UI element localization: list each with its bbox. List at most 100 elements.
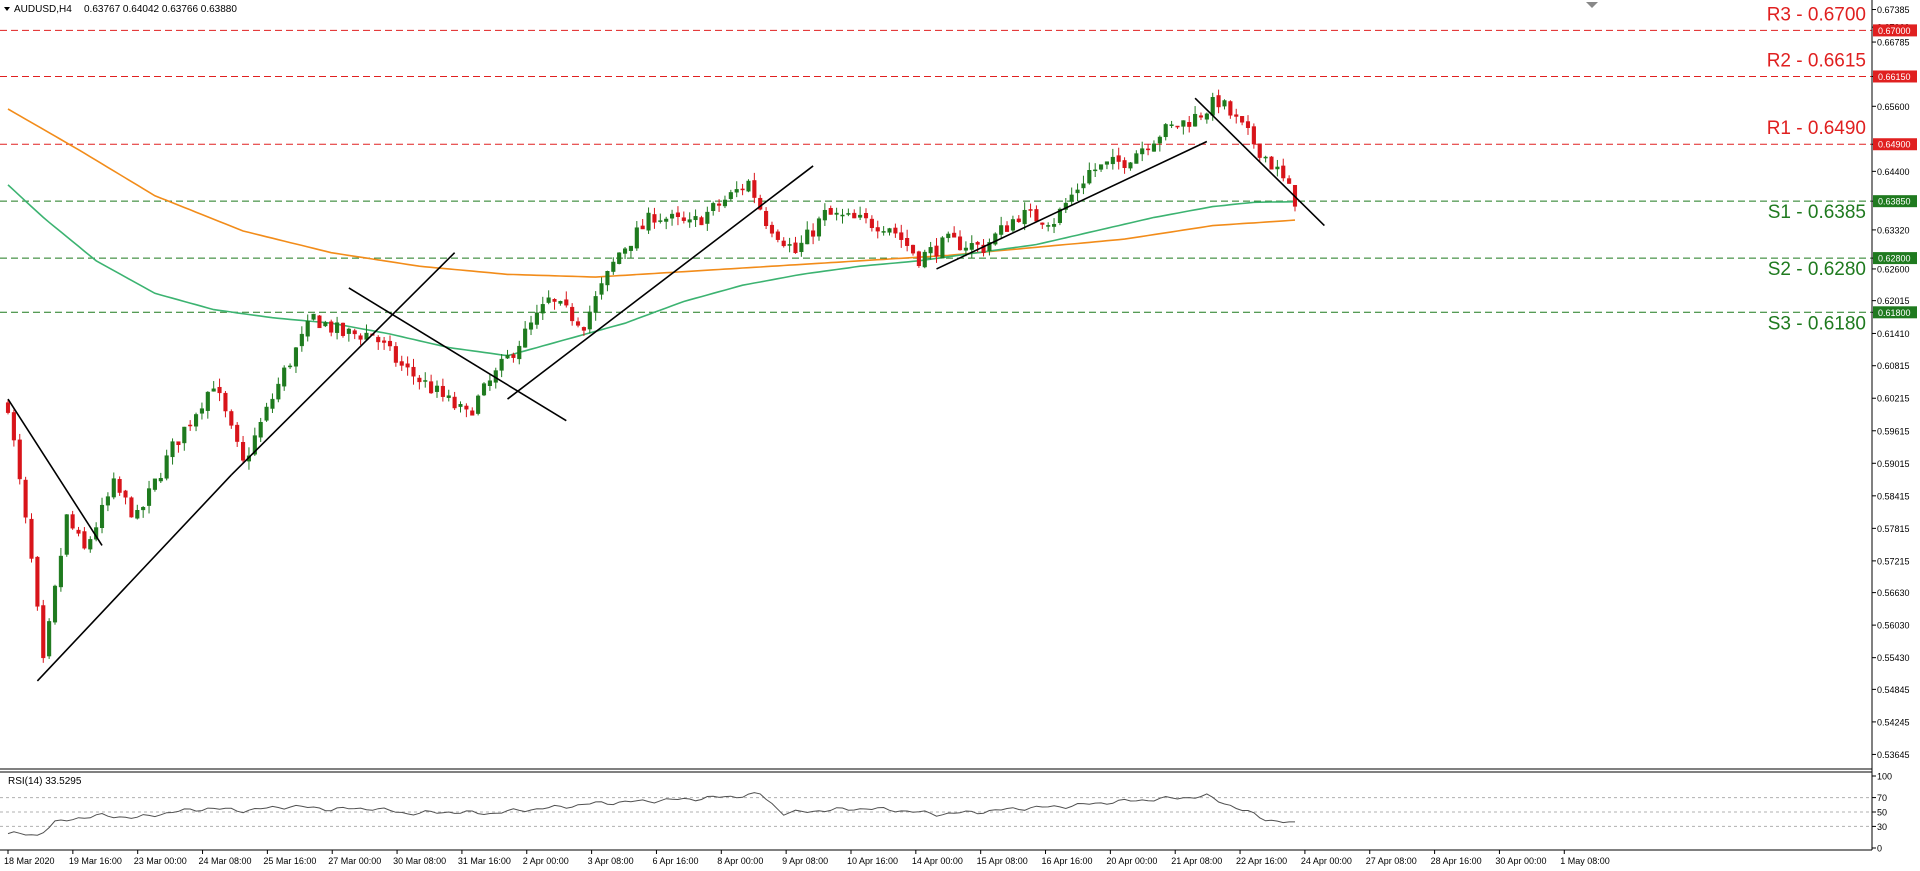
- candle-body-114: [675, 212, 680, 218]
- candle-body-16: [99, 504, 105, 528]
- time-tick-label-13: 10 Apr 16:00: [847, 856, 898, 866]
- candle-body-8: [52, 585, 58, 623]
- level-badge-text-5: 0.61800: [1878, 308, 1911, 318]
- candle-body-141: [834, 212, 839, 215]
- candle-body-72: [429, 381, 434, 394]
- candle-body-155: [916, 251, 921, 267]
- candle-body-197: [1163, 124, 1168, 138]
- candle-body-51: [305, 320, 310, 337]
- candle-body-18: [111, 478, 116, 498]
- candle-body-74: [440, 385, 445, 397]
- candle-body-77: [458, 404, 463, 407]
- time-tick-label-17: 20 Apr 00:00: [1106, 856, 1157, 866]
- candle-body-157: [928, 247, 933, 254]
- candle-body-43: [258, 421, 263, 438]
- candle-body-69: [411, 366, 416, 377]
- candle-body-63: [376, 336, 381, 343]
- trendline-1: [36, 474, 232, 682]
- level-label-0: R3 - 0.6700: [1767, 4, 1866, 25]
- candle-body-11: [70, 514, 75, 529]
- rsi-tick-label-2: 50: [1877, 808, 1887, 818]
- candle-body-29: [176, 441, 181, 446]
- candle-body-212: [1251, 126, 1256, 145]
- level-badge-2: [1873, 138, 1917, 151]
- candle-body-205: [1210, 97, 1215, 116]
- candle-body-119: [705, 211, 710, 224]
- candle-body-183: [1081, 183, 1086, 189]
- candle-body-215: [1269, 156, 1274, 170]
- candle-body-130: [769, 224, 775, 234]
- candle-body-135: [799, 242, 804, 253]
- candle-body-70: [417, 377, 422, 383]
- candle-body-187: [1104, 161, 1109, 165]
- candle-body-188: [1110, 156, 1115, 165]
- candle-body-159: [940, 237, 945, 259]
- level-badge-text-1: 0.66150: [1878, 72, 1911, 82]
- moving-averages: [7, 108, 1296, 357]
- time-tick-label-16: 16 Apr 16:00: [1042, 856, 1093, 866]
- price-tick-label-17: 0.59015: [1877, 459, 1910, 469]
- candle-body-161: [952, 232, 957, 238]
- candle-body-204: [1204, 113, 1209, 120]
- time-tick-label-18: 21 Apr 08:00: [1171, 856, 1222, 866]
- rsi-tick-label-1: 70: [1877, 793, 1887, 803]
- candle-body-45: [270, 398, 275, 409]
- candle-body-107: [634, 227, 639, 249]
- candle-body-211: [1245, 121, 1251, 128]
- candle-body-67: [399, 361, 404, 366]
- candle-body-49: [293, 347, 299, 367]
- candle-body-42: [252, 435, 257, 455]
- ohlc-readout: 0.63767 0.64042 0.63766 0.63880: [84, 4, 237, 15]
- time-tick-label-14: 14 Apr 00:00: [912, 856, 963, 866]
- level-label-1: R2 - 0.6615: [1767, 50, 1866, 71]
- candle-body-218: [1287, 178, 1292, 184]
- candle-body-186: [1099, 164, 1104, 170]
- price-tick-label-10: 0.62600: [1877, 264, 1910, 274]
- candle-body-113: [670, 213, 675, 219]
- candle-body-167: [987, 242, 992, 251]
- candle-body-7: [47, 621, 52, 657]
- rsi-panel: 100 70 50 30 0: [0, 772, 1892, 854]
- candle-body-124: [734, 189, 739, 193]
- candle-body-53: [317, 315, 322, 329]
- candle-body-101: [599, 283, 604, 295]
- level-badge-text-4: 0.62800: [1878, 254, 1911, 264]
- candle-body-207: [1222, 100, 1227, 107]
- price-tick-label-15: 0.60215: [1877, 394, 1910, 404]
- candle-body-156: [922, 251, 927, 268]
- candle-body-13: [82, 531, 87, 549]
- candle-body-73: [434, 385, 440, 392]
- candle-body-160: [946, 233, 951, 239]
- price-tick-label-26: 0.53645: [1877, 750, 1910, 760]
- candle-body-57: [340, 322, 346, 336]
- time-tick-label-12: 9 Apr 08:00: [782, 856, 828, 866]
- candle-body-23: [141, 507, 146, 511]
- candle-body-90: [534, 312, 539, 325]
- candle-body-48: [288, 365, 293, 368]
- candle-body-200: [1181, 120, 1186, 127]
- candle-body-146: [863, 212, 869, 219]
- candle-body-12: [76, 529, 81, 534]
- candle-body-198: [1169, 124, 1174, 126]
- candle-body-176: [1040, 222, 1045, 225]
- candle-body-78: [464, 405, 469, 410]
- candle-body-2: [17, 439, 22, 480]
- candle-body-150: [887, 228, 892, 233]
- time-tick-label-8: 2 Apr 00:00: [523, 856, 569, 866]
- candle-body-104: [617, 252, 622, 264]
- candle-body-122: [722, 199, 728, 207]
- menu-triangle-icon[interactable]: [4, 7, 10, 11]
- price-tick-label-0: 0.67385: [1877, 5, 1910, 15]
- price-tick-label-4: 0.65600: [1877, 102, 1910, 112]
- candle-body-56: [335, 322, 340, 333]
- candle-body-209: [1234, 114, 1239, 117]
- candle-body-134: [793, 242, 798, 254]
- time-tick-label-20: 24 Apr 00:00: [1301, 856, 1352, 866]
- candle-body-89: [528, 322, 534, 330]
- candle-body-166: [981, 244, 986, 254]
- price-tick-label-8: 0.63320: [1877, 225, 1910, 235]
- candle-body-171: [1010, 219, 1015, 231]
- candle-body-102: [605, 270, 610, 286]
- price-tick-label-11: 0.62015: [1877, 296, 1910, 306]
